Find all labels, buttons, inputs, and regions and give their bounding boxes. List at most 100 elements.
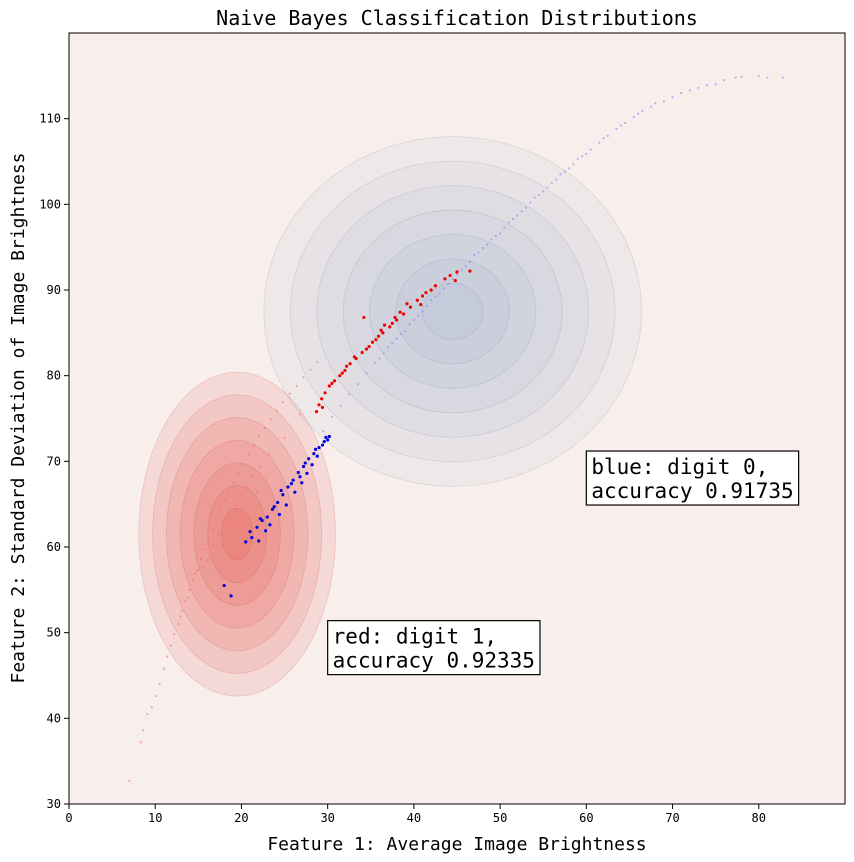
- data-point: [150, 706, 153, 709]
- data-point: [624, 121, 627, 125]
- data-point: [267, 453, 271, 456]
- annotation-line: red: digit 1,: [333, 625, 497, 649]
- data-point: [781, 76, 785, 79]
- data-point: [303, 461, 307, 465]
- gaussian-contour-level: [179, 439, 295, 629]
- data-point: [169, 644, 172, 647]
- data-point: [632, 115, 635, 119]
- data-point: [268, 523, 272, 527]
- data-point: [332, 379, 337, 383]
- data-point: [602, 137, 605, 140]
- data-point: [516, 214, 519, 217]
- x-tick-label: 10: [148, 811, 162, 825]
- data-point: [464, 264, 467, 268]
- data-point: [317, 446, 321, 450]
- data-point: [193, 572, 196, 575]
- data-point: [247, 453, 250, 456]
- data-point: [447, 282, 450, 286]
- data-point: [222, 545, 225, 548]
- data-point: [398, 310, 402, 314]
- data-point: [255, 525, 259, 529]
- annotation-line: blue: digit 0,: [591, 455, 768, 479]
- data-point: [393, 315, 397, 320]
- data-point: [245, 485, 248, 489]
- gaussian-contour-level: [369, 234, 537, 389]
- x-axis-label: Feature 1: Average Image Brightness: [267, 834, 646, 855]
- gaussian-contour-level: [342, 209, 563, 414]
- data-point: [316, 360, 319, 364]
- data-point: [376, 334, 381, 338]
- data-point: [158, 682, 161, 686]
- data-point: [481, 246, 484, 250]
- data-point: [424, 290, 428, 295]
- gaussian-contour-level: [152, 394, 323, 674]
- data-point: [468, 260, 472, 263]
- data-point: [580, 155, 584, 158]
- data-point: [388, 325, 392, 329]
- data-point: [277, 512, 281, 517]
- data-point: [263, 529, 268, 533]
- data-point: [276, 500, 280, 505]
- data-point: [757, 74, 760, 77]
- data-point: [326, 438, 330, 442]
- data-point: [408, 323, 411, 326]
- data-point: [390, 321, 394, 326]
- data-point: [250, 535, 254, 540]
- x-tick-label: 0: [65, 811, 72, 825]
- data-point: [555, 178, 558, 181]
- data-point: [473, 253, 476, 256]
- data-point: [455, 273, 459, 276]
- data-point: [386, 346, 390, 349]
- x-tick-label: 40: [407, 811, 421, 825]
- data-point: [257, 435, 260, 438]
- y-axis-ticks: 30 40 50 60 70 80 90 100 110: [39, 112, 69, 811]
- data-point: [412, 318, 415, 322]
- gaussian-contour-level: [289, 160, 616, 463]
- data-points: [128, 74, 785, 782]
- data-point: [340, 371, 344, 375]
- data-point: [240, 494, 243, 497]
- data-point: [360, 350, 364, 355]
- data-point: [248, 529, 252, 534]
- y-tick-label: 30: [47, 797, 61, 811]
- data-point: [671, 96, 674, 99]
- data-point: [649, 105, 653, 108]
- data-point: [533, 196, 536, 199]
- data-point: [714, 83, 717, 86]
- y-tick-label: 40: [47, 711, 61, 725]
- data-point: [173, 633, 176, 636]
- plot-background: [69, 33, 845, 804]
- data-point: [251, 474, 254, 477]
- data-point: [391, 342, 394, 345]
- data-point: [374, 338, 378, 342]
- data-point: [296, 470, 300, 475]
- data-point: [348, 393, 351, 396]
- data-point: [395, 318, 399, 322]
- data-point: [537, 193, 541, 197]
- data-point: [177, 623, 180, 626]
- data-point: [179, 615, 182, 618]
- data-point: [275, 409, 278, 412]
- x-tick-label: 60: [579, 811, 593, 825]
- data-point: [162, 667, 165, 670]
- data-point: [128, 779, 131, 782]
- data-point: [734, 76, 737, 79]
- data-point: [322, 430, 325, 433]
- data-point: [367, 344, 371, 349]
- data-point: [405, 302, 409, 306]
- data-point: [139, 741, 142, 744]
- data-point: [417, 314, 420, 317]
- data-point: [323, 391, 327, 395]
- data-point: [186, 596, 190, 599]
- data-point: [688, 89, 691, 92]
- data-point: [217, 533, 221, 536]
- x-tick-label: 30: [320, 811, 334, 825]
- data-point: [327, 434, 331, 439]
- data-point: [401, 312, 406, 316]
- data-point: [415, 298, 419, 302]
- y-tick-label: 60: [47, 540, 61, 554]
- data-point: [293, 490, 297, 494]
- data-point: [199, 557, 203, 561]
- data-point: [146, 712, 149, 716]
- data-point: [269, 418, 272, 421]
